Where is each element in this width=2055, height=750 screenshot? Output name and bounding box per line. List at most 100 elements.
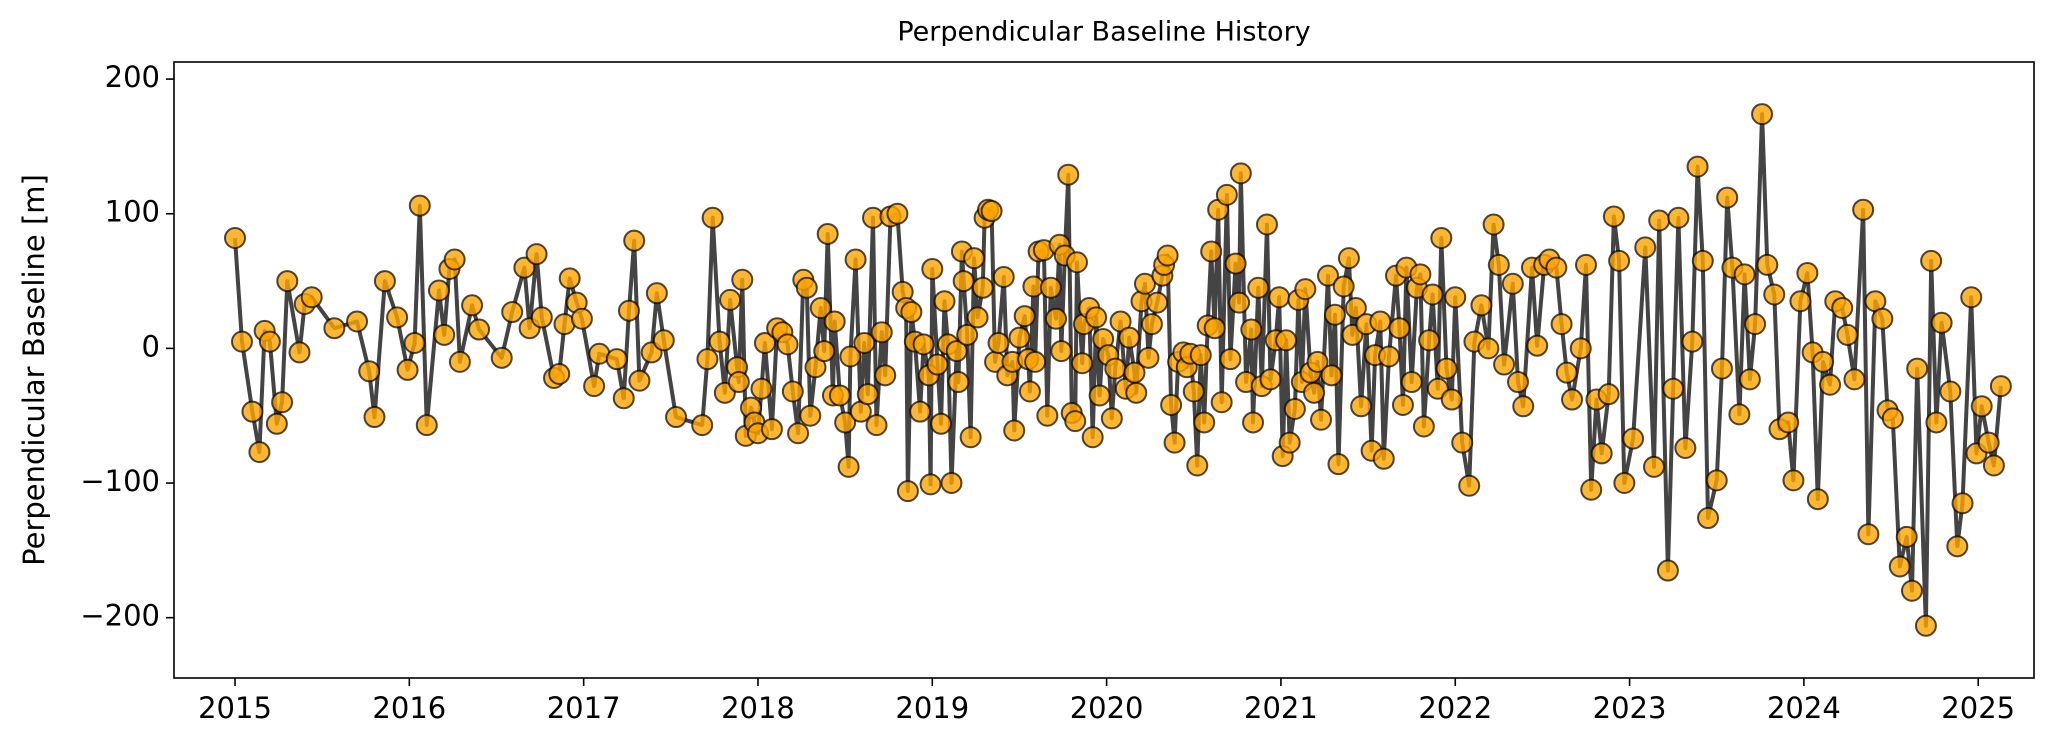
data-point xyxy=(1255,213,1278,236)
data-point xyxy=(844,248,867,271)
data-point xyxy=(1163,431,1186,454)
data-point xyxy=(1189,344,1212,367)
data-point xyxy=(1085,306,1108,329)
data-point xyxy=(708,330,731,353)
data-point xyxy=(1970,395,1993,418)
data-point xyxy=(396,358,419,381)
data-point xyxy=(1064,410,1087,433)
data-point xyxy=(408,194,431,217)
data-point xyxy=(1024,350,1047,373)
data-point xyxy=(1219,348,1242,371)
data-point xyxy=(1691,249,1714,272)
data-point xyxy=(1602,205,1625,228)
data-point xyxy=(652,329,675,352)
data-point xyxy=(1306,350,1329,373)
data-point xyxy=(816,222,839,245)
data-point xyxy=(1881,407,1904,430)
data-point xyxy=(1228,291,1251,314)
data-point xyxy=(530,306,553,329)
y-tick-label: 200 xyxy=(105,60,160,94)
data-point xyxy=(1569,337,1592,360)
y-tick-label: 0 xyxy=(142,329,160,363)
data-point xyxy=(1278,431,1301,454)
data-point xyxy=(795,276,818,299)
data-point xyxy=(992,266,1015,289)
data-point xyxy=(870,321,893,344)
data-point xyxy=(1507,371,1530,394)
data-point xyxy=(1050,340,1073,363)
data-point xyxy=(1332,275,1355,298)
data-point xyxy=(1247,276,1270,299)
data-point xyxy=(1681,330,1704,353)
data-point xyxy=(1100,407,1123,430)
y-tick-label: −200 xyxy=(80,599,160,633)
data-point xyxy=(719,288,742,311)
data-point xyxy=(230,330,253,353)
data-point xyxy=(813,340,836,363)
data-point xyxy=(501,301,524,324)
data-point xyxy=(1104,357,1127,380)
data-point xyxy=(1946,535,1969,558)
data-point xyxy=(900,301,923,324)
data-point xyxy=(945,340,968,363)
data-point xyxy=(787,422,810,445)
data-point xyxy=(987,332,1010,355)
data-point xyxy=(1440,388,1463,411)
data-point xyxy=(1430,226,1453,249)
data-point xyxy=(696,348,719,371)
data-point xyxy=(1240,318,1263,341)
data-point xyxy=(1065,251,1088,274)
data-point xyxy=(865,414,888,437)
data-point xyxy=(1323,303,1346,326)
data-point xyxy=(926,353,949,376)
data-point xyxy=(1738,368,1761,391)
data-point xyxy=(1900,579,1923,602)
data-point xyxy=(1320,364,1343,387)
data-point xyxy=(959,426,982,449)
data-point xyxy=(548,362,571,385)
data-point xyxy=(853,332,876,355)
data-point xyxy=(373,270,396,293)
data-point xyxy=(1819,373,1842,396)
data-point xyxy=(1789,290,1812,313)
data-point xyxy=(1777,411,1800,434)
data-point xyxy=(1852,198,1875,221)
x-tick-label: 2015 xyxy=(198,691,272,725)
data-point xyxy=(612,387,635,410)
data-point xyxy=(823,310,846,333)
data-point xyxy=(1369,310,1392,333)
x-tick-label: 2019 xyxy=(895,691,969,725)
data-point xyxy=(1018,380,1041,403)
data-point xyxy=(1317,264,1340,287)
data-point xyxy=(1487,253,1510,276)
data-point xyxy=(1303,381,1326,404)
data-point xyxy=(490,346,513,369)
data-point xyxy=(1728,403,1751,426)
data-point xyxy=(427,279,450,302)
data-point xyxy=(265,412,288,435)
data-point xyxy=(980,200,1003,223)
data-point xyxy=(828,384,851,407)
data-point xyxy=(1622,427,1645,450)
data-point xyxy=(1137,346,1160,369)
data-point xyxy=(1294,278,1317,301)
data-point xyxy=(1156,244,1179,267)
data-point xyxy=(1686,155,1709,178)
data-point xyxy=(1960,286,1983,309)
data-point xyxy=(1088,384,1111,407)
data-point xyxy=(1871,307,1894,330)
data-point xyxy=(1733,263,1756,286)
data-point xyxy=(461,294,484,317)
data-point xyxy=(276,270,299,293)
data-point xyxy=(1836,323,1859,346)
data-point xyxy=(1186,454,1209,477)
data-point xyxy=(956,323,979,346)
data-point xyxy=(691,414,714,437)
data-point xyxy=(1350,395,1373,418)
data-point xyxy=(1613,472,1636,495)
data-point xyxy=(1744,313,1767,336)
data-point xyxy=(1482,213,1505,236)
data-point xyxy=(1656,559,1679,582)
data-point xyxy=(241,400,264,423)
axes-frame xyxy=(173,61,2035,679)
